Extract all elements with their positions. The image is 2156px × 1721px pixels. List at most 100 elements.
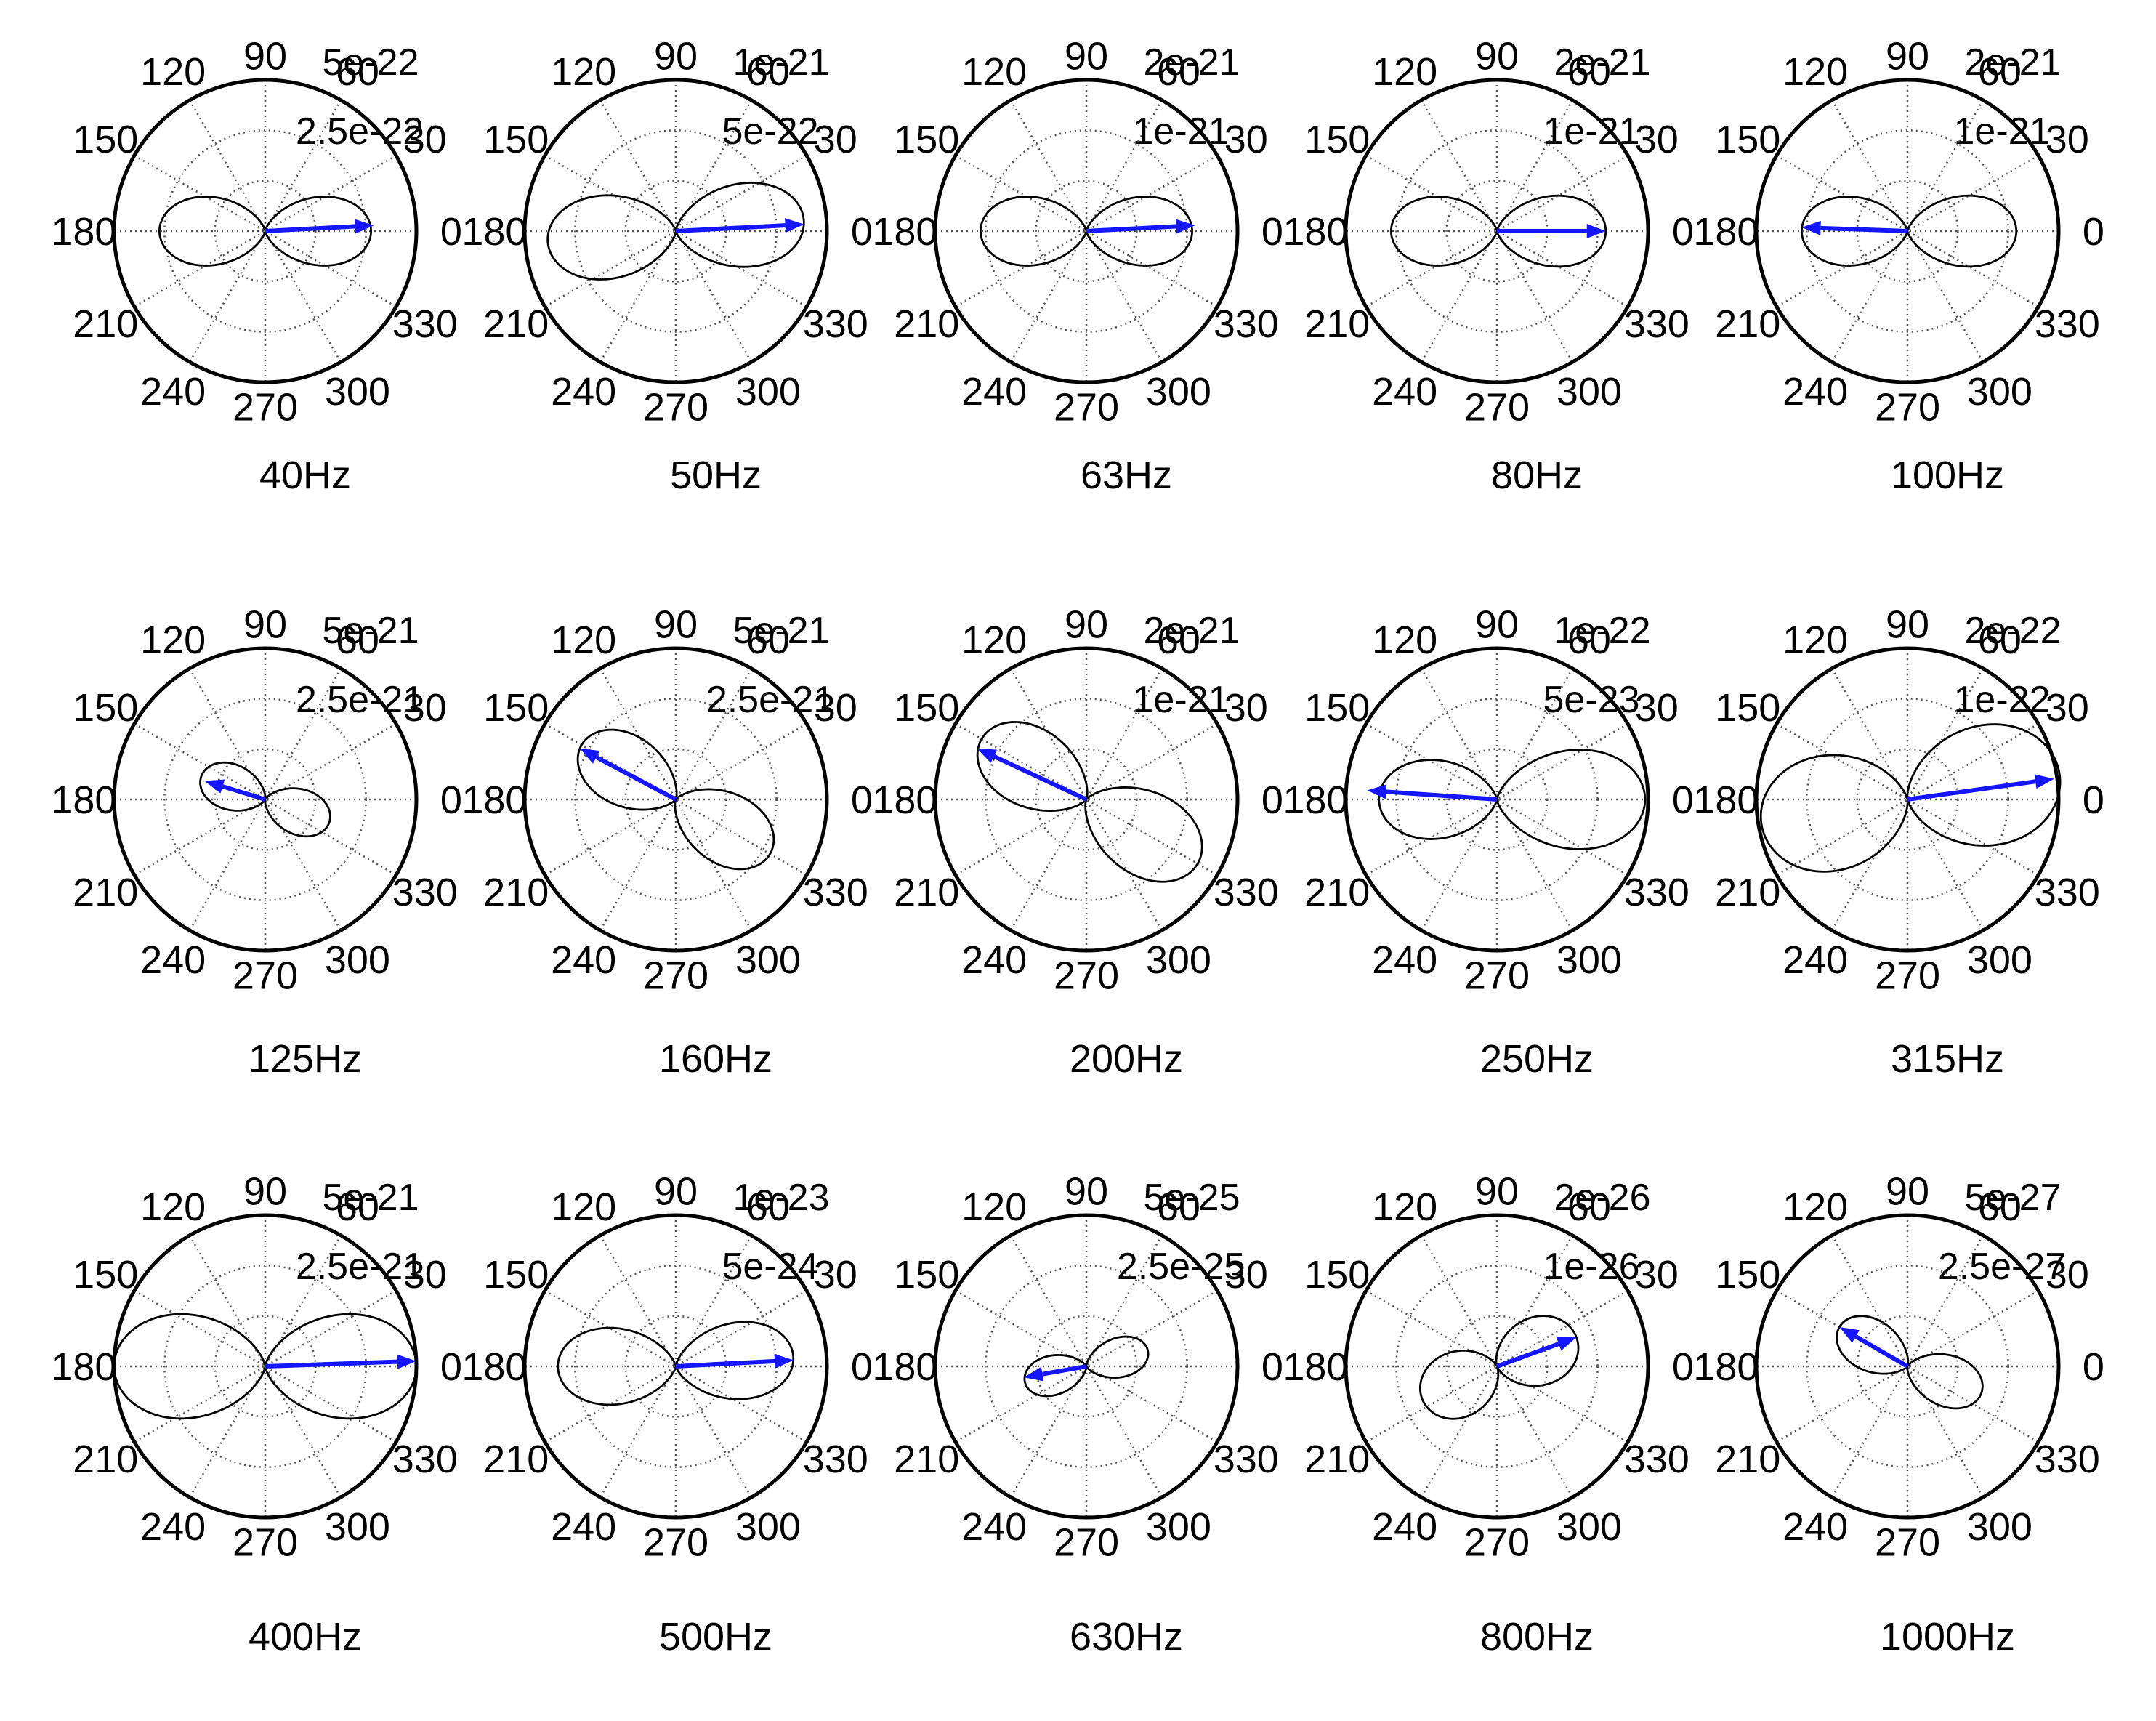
angle-tick-label: 0 [2083, 778, 2104, 822]
angle-tick-label: 270 [1054, 1520, 1119, 1564]
angle-tick-label: 270 [643, 954, 708, 997]
angle-tick-label: 150 [483, 118, 549, 161]
direction-arrow-shaft [1086, 224, 1176, 233]
angle-tick-label: 240 [1372, 1505, 1437, 1549]
angle-tick-label: 270 [233, 954, 298, 997]
angle-tick-label: 30 [2046, 686, 2089, 730]
angle-tick-label: 210 [1715, 871, 1780, 914]
direction-arrow-head [1023, 1366, 1044, 1382]
angle-tick-label: 180 [1283, 210, 1348, 254]
angle-tick-label: 30 [1224, 118, 1268, 161]
angle-tick-label: 30 [1224, 686, 1268, 730]
angle-tick-label: 120 [551, 50, 616, 94]
radial-max-label: 2e-26 [1554, 1177, 1651, 1219]
grid-circle [1035, 180, 1138, 283]
angle-tick-label: 0 [851, 210, 873, 254]
angle-tick-label: 150 [894, 1253, 959, 1297]
angle-tick-label: 0 [1672, 778, 1694, 822]
radial-max-label: 5e-21 [323, 1177, 419, 1219]
radial-mid-label: 1e-21 [1133, 110, 1230, 153]
pattern-curve [546, 182, 805, 281]
subplot-title: 160Hz [659, 1037, 772, 1081]
polar-boundary [522, 646, 829, 953]
angle-tick-label: 210 [1304, 1438, 1370, 1481]
radial-mid-label: 2.5e-22 [296, 110, 424, 153]
angle-tick-label: 150 [483, 686, 549, 730]
polar-boundary [1754, 1213, 2061, 1520]
direction-arrow-shaft [595, 755, 677, 802]
angle-tick-label: 0 [1672, 1345, 1694, 1389]
angle-tick-label: 0 [1261, 210, 1283, 254]
subplot-title: 125Hz [249, 1037, 362, 1081]
grid-circle [574, 129, 778, 333]
angle-tick-label: 60 [1978, 50, 2022, 94]
angle-tick-label: 30 [814, 1253, 857, 1297]
angle-tick-label: 60 [1567, 1185, 1611, 1229]
grid-circle [624, 748, 727, 851]
direction-arrow-shaft [265, 224, 355, 233]
angle-tick-label: 300 [735, 1505, 801, 1549]
angle-tick-label: 270 [643, 385, 708, 429]
angle-tick-label: 120 [1782, 618, 1848, 662]
angle-tick-label: 210 [1715, 302, 1780, 346]
radial-max-label: 5e-25 [1144, 1177, 1240, 1219]
angle-tick-label: 270 [1464, 385, 1530, 429]
angle-tick-label: 150 [1715, 118, 1780, 161]
angle-tick-label: 300 [1557, 370, 1622, 414]
direction-arrow-head [1801, 220, 1821, 235]
angle-tick-label: 30 [1635, 1253, 1679, 1297]
angle-tick-label: 60 [1978, 618, 2022, 662]
polar-boundary [1344, 646, 1650, 953]
angle-tick-label: 120 [1782, 50, 1848, 94]
pattern-curve [1389, 194, 1607, 268]
radial-mid-label: 1e-26 [1543, 1246, 1640, 1288]
subplot-title: 50Hz [670, 454, 762, 497]
angle-tick-label: 0 [2083, 210, 2104, 254]
pattern-curve [158, 196, 373, 267]
angle-tick-label: 0 [851, 778, 873, 822]
angle-tick-label: 150 [894, 118, 959, 161]
pattern-curve [199, 761, 331, 838]
angle-tick-label: 180 [51, 1345, 116, 1389]
angle-tick-label: 60 [1567, 50, 1611, 94]
direction-arrow-shaft [1386, 789, 1498, 802]
angle-tick-label: 180 [1283, 1345, 1348, 1389]
radial-max-label: 5e-21 [733, 610, 830, 652]
radial-mid-label: 1e-21 [1133, 679, 1230, 721]
angle-tick-label: 150 [1304, 1253, 1370, 1297]
direction-arrow-shaft [675, 1358, 775, 1369]
angle-tick-label: 150 [483, 1253, 549, 1297]
angle-tick-label: 300 [325, 938, 390, 982]
pattern-curve [1800, 194, 2018, 268]
angle-tick-label: 330 [803, 302, 868, 346]
radial-mid-label: 5e-23 [1543, 679, 1640, 721]
angle-tick-label: 210 [73, 1438, 138, 1481]
radial-max-label: 5e-21 [323, 610, 419, 652]
angle-tick-label: 60 [746, 618, 790, 662]
angle-tick-label: 180 [1693, 210, 1759, 254]
angle-tick-label: 60 [1978, 1185, 2022, 1229]
angle-tick-label: 30 [2046, 118, 2089, 161]
angle-tick-label: 210 [1304, 871, 1370, 914]
angle-tick-label: 30 [403, 1253, 447, 1297]
angle-tick-label: 120 [1372, 1185, 1437, 1229]
polar-boundary [933, 78, 1240, 384]
angle-tick-label: 90 [654, 35, 698, 78]
angle-tick-label: 300 [1146, 938, 1211, 982]
angle-tick-label: 120 [961, 1185, 1027, 1229]
angle-tick-label: 330 [1624, 302, 1689, 346]
angle-tick-label: 30 [1635, 118, 1679, 161]
polar-boundary [1344, 78, 1650, 384]
angle-tick-label: 300 [1557, 938, 1622, 982]
angle-tick-label: 240 [1372, 938, 1437, 982]
direction-arrow-shaft [993, 754, 1088, 802]
angle-tick-label: 150 [1304, 686, 1370, 730]
angle-tick-label: 60 [1157, 1185, 1200, 1229]
grid-circle [163, 129, 367, 333]
